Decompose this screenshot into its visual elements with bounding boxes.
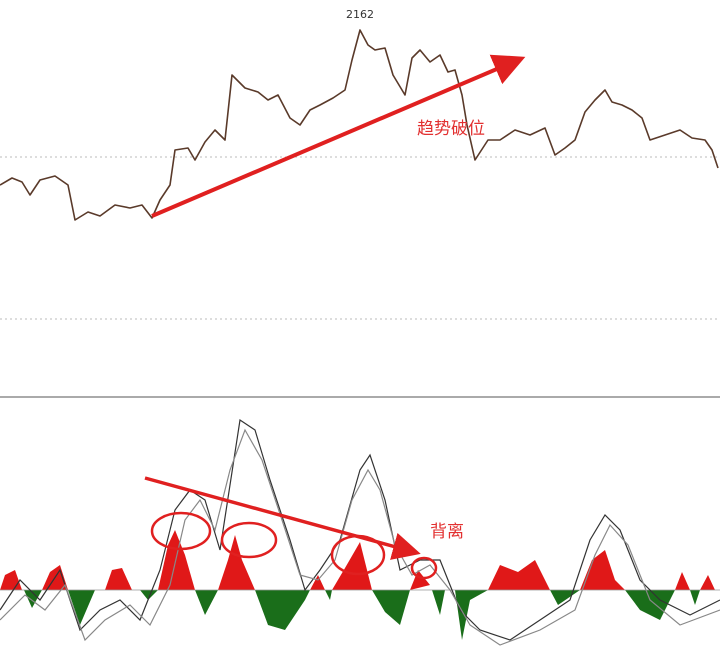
divergence-arrow (144, 476, 421, 560)
highlight-circle (150, 511, 212, 551)
highlight-circle (410, 556, 438, 580)
price-path (0, 29, 719, 221)
dea-line (0, 418, 720, 641)
highlight-circle (220, 521, 278, 559)
trend-arrow (151, 54, 526, 218)
dif-line (0, 428, 720, 646)
trend-label: 趋势破位 (417, 119, 485, 139)
highlight-circle (330, 534, 386, 576)
divergence-label: 背离 (430, 522, 464, 542)
peak-label: 2162 (346, 8, 374, 21)
macd-histogram (0, 530, 715, 640)
